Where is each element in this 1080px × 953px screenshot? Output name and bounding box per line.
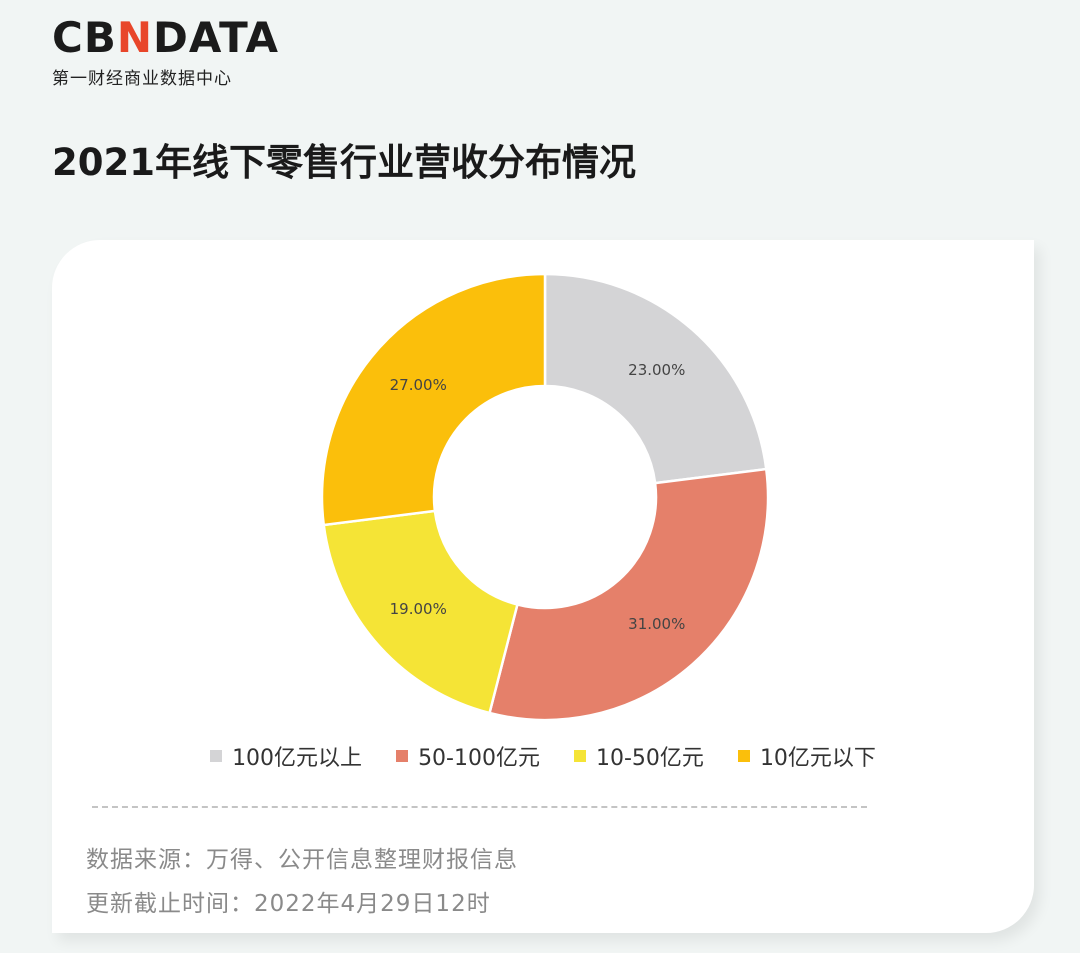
legend-label: 10-50亿元	[596, 746, 704, 771]
legend-item: 10-50亿元	[574, 740, 704, 772]
slice-value-label: 19.00%	[390, 600, 447, 618]
donut-chart: 23.00% 31.00% 19.00% 27.00%	[320, 272, 770, 722]
slice-value-label: 27.00%	[390, 376, 447, 394]
legend-label: 100亿元以上	[232, 746, 363, 771]
legend-item: 10亿元以下	[737, 740, 876, 772]
legend-swatch	[396, 750, 409, 762]
chart-legend: 100亿元以上 50-100亿元 10-50亿元 10亿元以下	[52, 740, 1034, 772]
donut-slice	[488, 467, 770, 722]
legend-swatch	[737, 750, 750, 762]
slice-value-label: 23.00%	[628, 361, 685, 379]
logo-wordmark: CBNDATA	[52, 14, 279, 62]
dashed-divider	[92, 806, 867, 808]
donut-slice	[322, 509, 519, 715]
donut-slice	[543, 272, 768, 485]
data-source-note: 数据来源：万得、公开信息整理财报信息	[86, 847, 518, 873]
donut-slice-labels: 23.00% 31.00% 19.00% 27.00%	[390, 361, 686, 633]
brand-logo: CBNDATA 第一财经商业数据中心	[52, 14, 279, 90]
legend-item: 50-100亿元	[396, 740, 540, 772]
logo-text-left: CB	[52, 13, 117, 62]
legend-label: 10亿元以下	[759, 746, 876, 771]
chart-card: 23.00% 31.00% 19.00% 27.00% 100亿元以上 50-100亿…	[52, 240, 1034, 933]
update-time-note: 更新截止时间：2022年4月29日12时	[86, 891, 491, 917]
donut-slices	[320, 272, 770, 722]
donut-slice	[320, 272, 547, 527]
legend-label: 50-100亿元	[418, 746, 540, 771]
legend-item: 100亿元以上	[210, 740, 362, 772]
logo-text-accent: N	[116, 13, 153, 62]
page-title: 2021年线下零售行业营收分布情况	[52, 141, 636, 184]
legend-swatch	[210, 750, 223, 762]
logo-text-right: DATA	[153, 13, 280, 62]
slice-value-label: 31.00%	[628, 615, 685, 633]
legend-swatch	[574, 750, 586, 762]
logo-subtitle: 第一财经商业数据中心	[52, 69, 232, 89]
